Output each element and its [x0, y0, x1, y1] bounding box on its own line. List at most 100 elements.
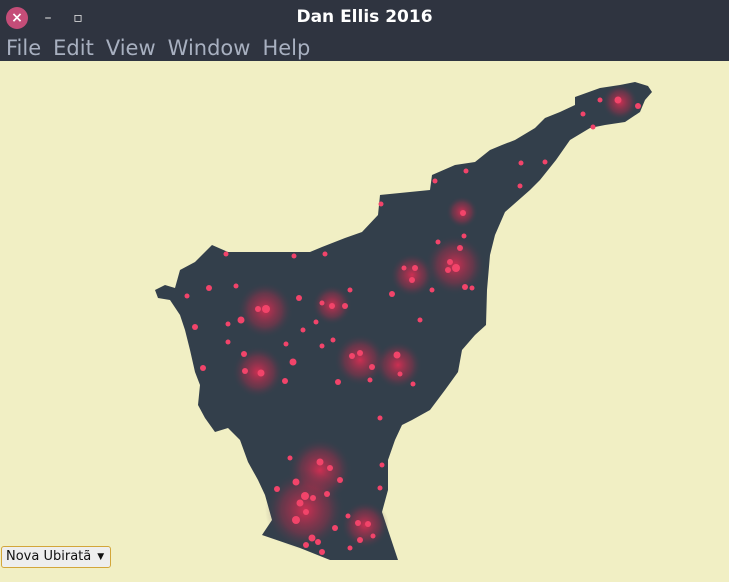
maximize-icon[interactable]: ▫	[73, 10, 83, 26]
data-point	[397, 371, 403, 377]
data-point	[417, 317, 423, 323]
data-point	[324, 491, 330, 497]
data-point	[614, 96, 622, 104]
data-point	[329, 303, 335, 309]
data-point	[255, 306, 261, 312]
data-point	[635, 103, 641, 109]
minimize-icon[interactable]: –	[44, 10, 52, 26]
data-point	[292, 516, 300, 524]
data-point	[452, 264, 460, 272]
data-point	[262, 305, 270, 313]
data-point	[223, 251, 229, 257]
data-point	[316, 458, 324, 466]
data-point	[435, 239, 441, 245]
data-point	[369, 364, 375, 370]
menu-help[interactable]: Help	[262, 36, 311, 60]
data-point	[389, 291, 395, 297]
data-point	[292, 478, 300, 486]
data-point	[542, 159, 548, 165]
data-point	[283, 341, 289, 347]
data-point	[597, 97, 603, 103]
data-point	[517, 183, 523, 189]
data-point	[241, 351, 247, 357]
data-point	[445, 267, 451, 273]
chevron-down-icon: ▼	[97, 552, 105, 562]
data-points	[184, 96, 641, 555]
heat-spot	[341, 501, 389, 549]
data-point	[463, 168, 469, 174]
data-point	[393, 351, 401, 359]
data-point	[355, 520, 361, 526]
menu-edit[interactable]: Edit	[53, 36, 94, 60]
data-point	[322, 251, 328, 257]
data-point	[410, 381, 416, 387]
data-point	[409, 277, 415, 283]
data-point	[301, 492, 309, 500]
data-point	[377, 485, 383, 491]
data-point	[310, 495, 316, 501]
data-point	[225, 339, 231, 345]
window-title: Dan Ellis 2016	[296, 7, 433, 27]
data-point	[461, 233, 467, 239]
data-point	[192, 324, 198, 330]
data-point	[289, 358, 297, 366]
region-shape	[155, 82, 652, 560]
heat-spot	[374, 341, 422, 389]
data-point	[300, 327, 306, 333]
menu-file[interactable]: File	[6, 36, 42, 60]
data-point	[462, 284, 468, 290]
data-point	[237, 316, 245, 324]
map-canvas[interactable]	[0, 61, 729, 578]
data-point	[345, 513, 351, 519]
data-point	[296, 499, 304, 507]
data-point	[447, 259, 453, 265]
data-point	[291, 253, 297, 259]
data-point	[580, 111, 586, 117]
data-point	[287, 455, 293, 461]
data-point	[590, 124, 596, 130]
data-point	[242, 368, 248, 374]
data-point	[347, 545, 353, 551]
data-point	[308, 534, 316, 542]
data-point	[518, 160, 524, 166]
data-point	[349, 353, 355, 359]
data-point	[206, 285, 212, 291]
data-point	[319, 300, 325, 306]
data-point	[457, 245, 463, 251]
data-point	[412, 265, 418, 271]
data-point	[274, 486, 280, 492]
data-point	[379, 462, 385, 468]
region-select-value: Nova Ubiratã	[6, 549, 92, 564]
menu-bar: File Edit View Window Help	[0, 36, 729, 61]
data-point	[303, 509, 309, 515]
data-point	[367, 377, 373, 383]
data-point	[347, 287, 353, 293]
data-point	[225, 321, 231, 327]
data-point	[319, 549, 325, 555]
data-point	[327, 465, 333, 471]
data-point	[319, 343, 325, 349]
data-point	[469, 285, 475, 291]
data-point	[296, 295, 302, 301]
data-point	[342, 303, 348, 309]
data-point	[233, 283, 239, 289]
heat-spot	[334, 334, 386, 386]
region-map	[155, 82, 652, 560]
data-point	[200, 365, 206, 371]
menu-view[interactable]: View	[105, 36, 156, 60]
data-point	[184, 293, 190, 299]
data-point	[357, 350, 363, 356]
data-point	[330, 337, 336, 343]
menu-window[interactable]: Window	[167, 36, 251, 60]
data-point	[257, 369, 265, 377]
data-point	[429, 287, 435, 293]
data-point	[337, 477, 343, 483]
close-icon[interactable]: ×	[6, 7, 28, 29]
region-select[interactable]: Nova Ubiratã ▼	[1, 546, 112, 568]
data-point	[357, 537, 363, 543]
data-point	[432, 178, 438, 184]
data-point	[303, 542, 309, 548]
data-point	[378, 201, 384, 207]
title-bar: × – ▫ Dan Ellis 2016	[0, 0, 729, 36]
data-point	[401, 265, 407, 271]
